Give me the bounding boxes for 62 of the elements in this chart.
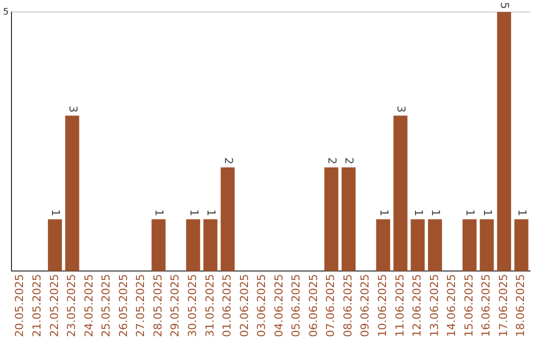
x-tick-label: 15.06.2025	[462, 274, 476, 338]
data-label: 2	[342, 157, 356, 164]
bar	[220, 167, 235, 272]
data-label: 1	[49, 209, 62, 216]
bar	[203, 219, 218, 272]
data-label: 2	[325, 157, 338, 164]
x-tick-label: 04.06.2025	[272, 274, 286, 338]
bar	[48, 219, 62, 272]
data-label: 1	[516, 209, 529, 216]
x-tick-label: 21.05.2025	[30, 274, 44, 338]
bar	[376, 219, 390, 272]
x-tick-label: 03.06.2025	[255, 274, 268, 338]
data-label: 1	[152, 209, 166, 216]
bar	[152, 219, 166, 272]
x-tick-label: 12.06.2025	[410, 274, 424, 338]
x-tick-label: 27.05.2025	[134, 274, 148, 338]
x-tick-label: 17.06.2025	[496, 274, 510, 338]
x-tick-label: 08.06.2025	[341, 274, 354, 338]
x-tick-label: 30.05.2025	[186, 274, 199, 338]
data-label: 1	[464, 209, 477, 216]
x-tick-label: 25.05.2025	[100, 274, 113, 338]
bar	[480, 219, 494, 272]
x-tick-label: 24.05.2025	[82, 274, 96, 338]
data-label: 5	[498, 2, 512, 9]
x-tick-label: 07.06.2025	[324, 274, 338, 338]
bar	[342, 167, 356, 272]
x-tick-label: 09.06.2025	[358, 274, 372, 338]
x-tick-label: 13.06.2025	[428, 274, 441, 338]
x-tick-label: 10.06.2025	[376, 274, 390, 338]
x-tick-label: 01.06.2025	[220, 274, 234, 338]
x-tick-label: 11.06.2025	[393, 274, 406, 338]
data-label: 2	[222, 157, 235, 164]
x-tick-label: 16.06.2025	[480, 274, 493, 338]
data-label: 1	[187, 209, 200, 216]
data-label: 1	[204, 209, 218, 216]
x-tick-label: 29.05.2025	[168, 274, 182, 338]
x-tick-label: 14.06.2025	[445, 274, 458, 338]
data-label: 3	[394, 106, 408, 113]
bar	[324, 167, 338, 272]
x-tick-label: 06.06.2025	[306, 274, 320, 338]
bar	[428, 219, 442, 272]
x-tick-label: 28.05.2025	[151, 274, 164, 338]
bar	[410, 219, 425, 272]
bar	[186, 219, 200, 272]
bar	[462, 219, 477, 272]
data-label: 1	[412, 209, 425, 216]
data-label: 1	[480, 209, 494, 216]
data-label: 3	[66, 106, 80, 113]
x-tick-label: 31.05.2025	[203, 274, 216, 338]
bar	[497, 12, 512, 272]
x-tick-label: 20.05.2025	[13, 274, 26, 338]
x-tick-label: 23.05.2025	[65, 274, 78, 338]
data-label: 1	[377, 209, 390, 216]
x-tick-label: 05.06.2025	[290, 274, 303, 338]
bar	[65, 116, 80, 272]
x-tick-label: 02.06.2025	[238, 274, 251, 338]
x-tick-label: 26.05.2025	[116, 274, 130, 338]
data-label: 1	[429, 209, 442, 216]
x-tick-label: 18.06.2025	[514, 274, 528, 338]
bar	[514, 219, 528, 272]
x-tick-label: 22.05.2025	[48, 274, 61, 338]
bar	[393, 116, 408, 272]
